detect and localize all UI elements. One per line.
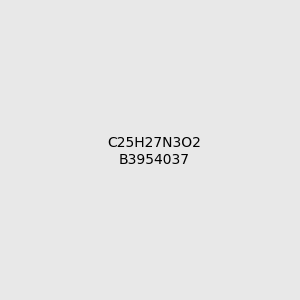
- Text: C25H27N3O2
B3954037: C25H27N3O2 B3954037: [107, 136, 201, 166]
